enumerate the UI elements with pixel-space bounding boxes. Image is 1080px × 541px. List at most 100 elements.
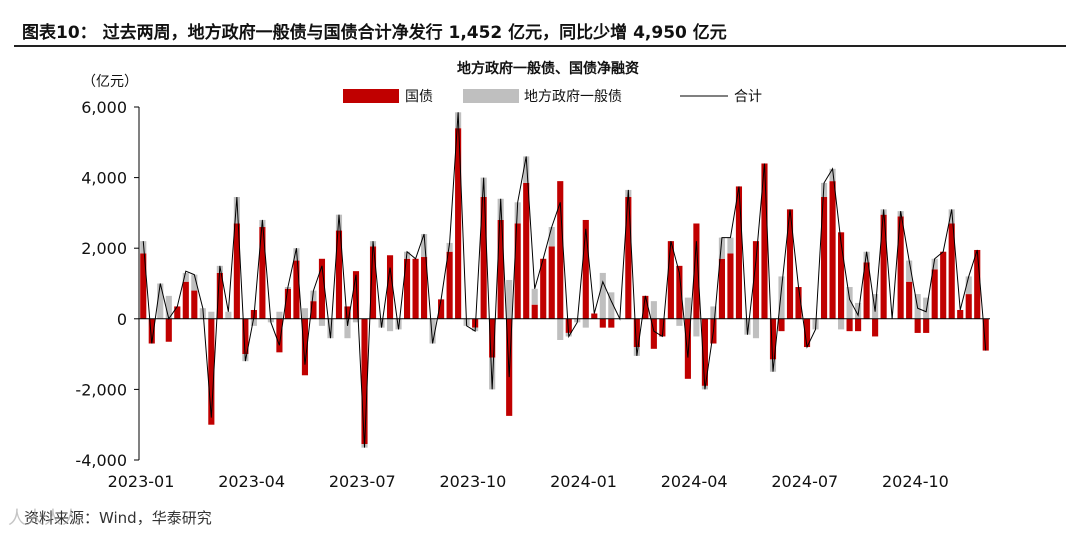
bar-local-govt	[344, 318, 351, 339]
bar-treasury	[769, 318, 777, 360]
bar-local-govt	[165, 295, 172, 319]
bar-treasury	[140, 253, 147, 319]
bar-local-govt	[965, 276, 972, 295]
bar-treasury	[880, 214, 887, 319]
bar-local-govt	[855, 302, 862, 319]
bar-treasury	[948, 223, 955, 319]
bar-treasury	[208, 318, 215, 425]
bar-treasury	[897, 216, 904, 319]
bar-local-govt	[838, 318, 845, 330]
legend-swatch-treasury	[343, 89, 399, 103]
bar-treasury	[242, 318, 249, 355]
bar-local-govt	[250, 318, 257, 326]
bar-local-govt	[557, 318, 564, 340]
y-unit-label: （亿元）	[82, 74, 138, 90]
x-tick-label: 2024-10	[882, 472, 949, 491]
bar-treasury	[514, 223, 521, 319]
bar-treasury	[633, 318, 640, 348]
bar-local-govt	[948, 209, 955, 224]
bar-local-govt	[548, 227, 555, 247]
y-tick-label: 6,000	[81, 98, 127, 117]
bar-local-govt	[752, 318, 760, 339]
bar-local-govt	[906, 260, 913, 282]
bar-treasury	[369, 246, 377, 319]
bar-treasury	[838, 232, 845, 319]
bar-local-govt	[531, 288, 538, 305]
bar-local-govt	[489, 357, 496, 390]
bar-local-govt	[140, 241, 147, 254]
y-tick-label: 4,000	[81, 169, 127, 188]
bar-treasury	[497, 219, 504, 319]
bar-treasury	[982, 318, 989, 351]
x-tick-label: 2023-10	[439, 472, 506, 491]
bar-treasury	[795, 287, 802, 319]
bar-treasury	[523, 182, 530, 319]
bar-local-govt	[863, 251, 870, 263]
bar-treasury	[693, 223, 700, 319]
bar-treasury	[446, 251, 453, 319]
bar-local-govt	[506, 279, 513, 319]
bar-treasury	[148, 318, 155, 344]
bar-local-govt	[846, 287, 853, 319]
bar-local-govt	[157, 283, 164, 319]
bar-local-govt	[182, 272, 189, 282]
bar-treasury	[940, 251, 947, 319]
x-tick-label: 2023-04	[218, 472, 285, 491]
bar-local-govt	[514, 202, 521, 224]
bar-treasury	[335, 230, 343, 319]
x-tick-label: 2023-01	[108, 472, 175, 491]
bar-treasury	[540, 258, 547, 319]
bar-treasury	[761, 163, 768, 319]
bar-local-govt	[727, 237, 734, 254]
bar-local-govt	[608, 292, 615, 319]
bar-local-govt	[191, 274, 198, 291]
bar-treasury	[803, 318, 811, 348]
bar-treasury	[284, 288, 291, 319]
bar-treasury	[684, 318, 691, 379]
bar-treasury	[216, 272, 223, 319]
bar-treasury	[914, 318, 921, 333]
bar-treasury	[625, 197, 632, 319]
bar-treasury	[310, 301, 317, 319]
bar-local-govt	[718, 237, 725, 259]
bar-treasury	[965, 294, 972, 319]
bar-treasury	[165, 318, 172, 342]
bar-local-govt	[676, 318, 683, 326]
bar-treasury	[352, 271, 360, 319]
bar-treasury	[906, 281, 913, 319]
bar-treasury	[676, 265, 683, 319]
bar-local-govt	[684, 297, 691, 319]
bar-treasury	[591, 313, 598, 319]
bar-local-govt	[276, 311, 283, 319]
bar-treasury	[846, 318, 853, 332]
bar-treasury	[233, 223, 240, 319]
bar-local-govt	[327, 318, 334, 339]
bar-local-govt	[523, 156, 530, 183]
bar-treasury	[778, 318, 785, 332]
bar-local-govt	[386, 318, 394, 332]
watermark: 人人人人	[8, 508, 80, 529]
bar-treasury	[931, 269, 938, 319]
bar-local-govt	[318, 318, 326, 326]
title-divider	[14, 45, 1066, 47]
bar-treasury	[650, 318, 657, 349]
bar-treasury	[582, 219, 589, 319]
bar-local-govt	[310, 290, 317, 302]
bar-local-govt	[352, 318, 360, 323]
bar-treasury	[957, 309, 964, 319]
x-tick-label: 2024-07	[771, 472, 838, 491]
bar-treasury	[421, 257, 428, 319]
bar-treasury	[531, 304, 538, 319]
bar-local-govt	[446, 242, 453, 252]
bar-treasury	[480, 197, 487, 319]
bar-treasury	[735, 186, 743, 319]
y-tick-label: 0	[117, 310, 127, 329]
bar-treasury	[872, 318, 879, 337]
bar-local-govt	[395, 318, 402, 330]
legend-label-local: 地方政府一般债	[524, 89, 622, 105]
bar-treasury	[455, 128, 462, 319]
bar-treasury	[301, 318, 309, 376]
chart-title: 地方政府一般债、国债净融资	[457, 60, 639, 77]
bar-treasury	[565, 318, 572, 333]
